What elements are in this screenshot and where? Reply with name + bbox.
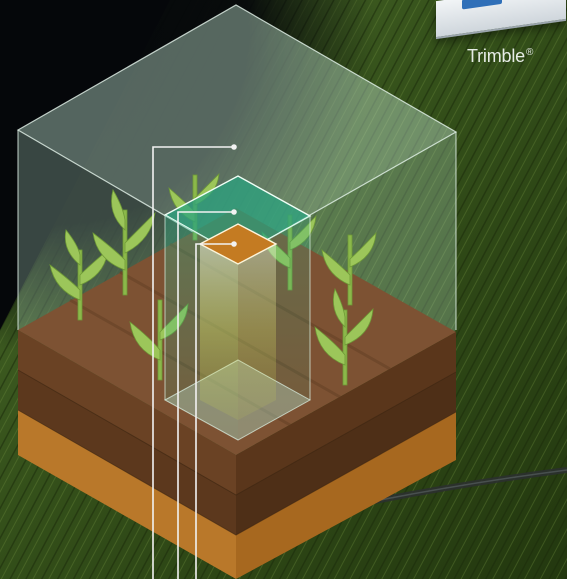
plant-5 [321, 231, 377, 306]
receiver-label-stripe [462, 0, 502, 10]
plant-2 [92, 188, 156, 296]
brand-logo: Trimble® [467, 46, 533, 67]
brand-name: Trimble [467, 46, 525, 66]
callout-small [195, 241, 237, 579]
callout-lines [152, 144, 237, 579]
plant-4 [314, 287, 374, 386]
small-volume-column [198, 223, 278, 420]
registered-mark: ® [525, 47, 534, 58]
soil-block [17, 208, 457, 579]
plant-1 [49, 229, 109, 321]
callout-medium [177, 209, 237, 579]
callout-large [152, 144, 237, 579]
